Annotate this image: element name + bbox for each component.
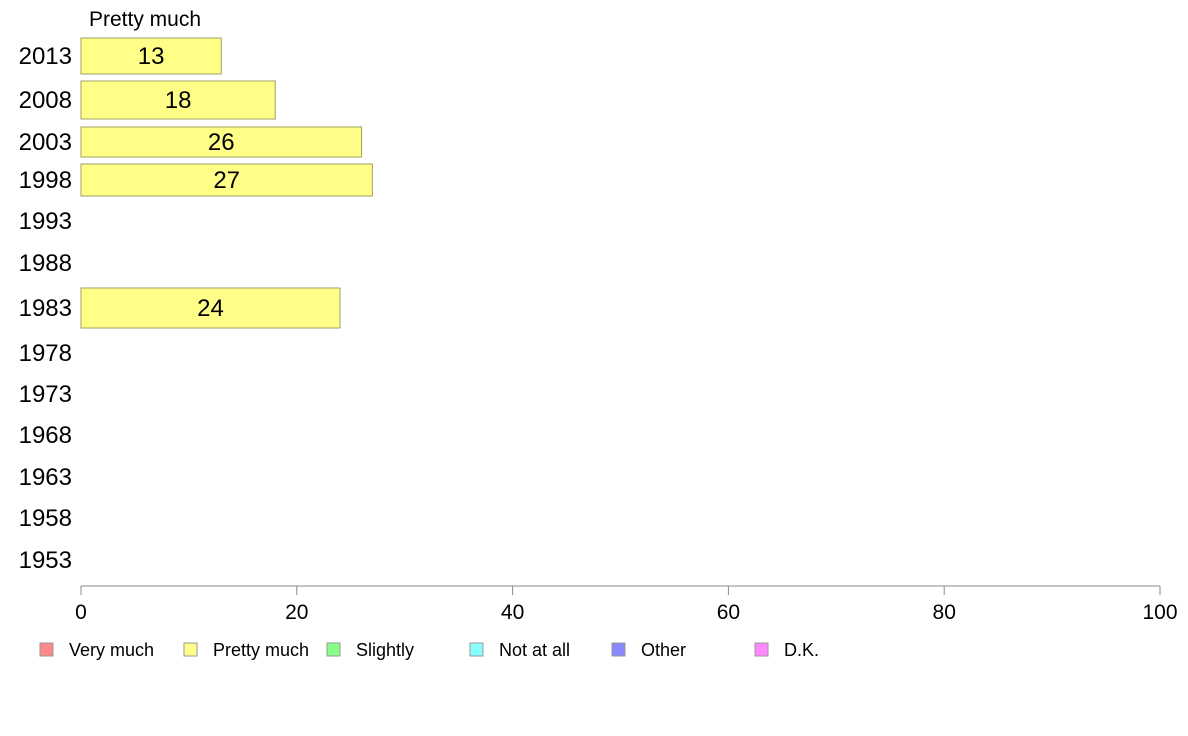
legend-swatch-1 [183,642,198,657]
legend-swatch-2 [326,642,341,657]
year-label-1978: 1978 [19,340,72,367]
bar-value-label-2013: 13 [138,43,165,70]
bar-1983 [80,287,341,329]
bar-value-label-1998: 27 [213,167,240,194]
legend-swatch-4 [611,642,626,657]
year-label-1983: 1983 [19,295,72,322]
year-label-1958: 1958 [19,505,72,532]
x-tick-label-60: 60 [717,601,740,624]
year-label-1993: 1993 [19,208,72,235]
bar-2008 [80,80,276,120]
legend-label-0: Very much [69,640,154,660]
legend-swatch-5 [754,642,769,657]
year-label-1953: 1953 [19,547,72,574]
year-label-1973: 1973 [19,381,72,408]
year-label-1963: 1963 [19,464,72,491]
year-label-1968: 1968 [19,422,72,449]
legend: Very much Pretty much Slightly Not at all Ot… [39,640,819,660]
bar-1998 [80,163,373,197]
bar-2013 [80,37,222,75]
bar-value-label-2003: 26 [208,129,235,156]
panel-title: Pretty much [89,8,201,31]
year-labels-group: 2013 2008 2003 1998 1993 1988 1983 1978 1973 1968… [19,43,72,574]
x-tick-label-20: 20 [285,601,308,624]
legend-label-3: Not at all [499,640,570,660]
year-label-1998: 1998 [19,167,72,194]
legend-label-2: Slightly [356,640,414,660]
legend-label-4: Other [641,640,686,660]
year-label-2003: 2003 [19,129,72,156]
x-tick-label-100: 100 [1142,601,1177,624]
x-tick-label-80: 80 [933,601,956,624]
legend-label-5: D.K. [784,640,819,660]
x-tick-label-40: 40 [501,601,524,624]
legend-label-1: Pretty much [213,640,309,660]
bar-2003 [80,126,363,158]
x-tick-label-0: 0 [75,601,87,624]
bar-value-label-2008: 18 [165,87,192,114]
year-label-1988: 1988 [19,250,72,277]
year-label-2013: 2013 [19,43,72,70]
year-label-2008: 2008 [19,87,72,114]
x-axis: 0 20 40 60 80 100 [75,585,1178,624]
legend-swatch-0 [39,642,54,657]
bar-value-label-1983: 24 [197,295,224,322]
legend-swatch-3 [469,642,484,657]
